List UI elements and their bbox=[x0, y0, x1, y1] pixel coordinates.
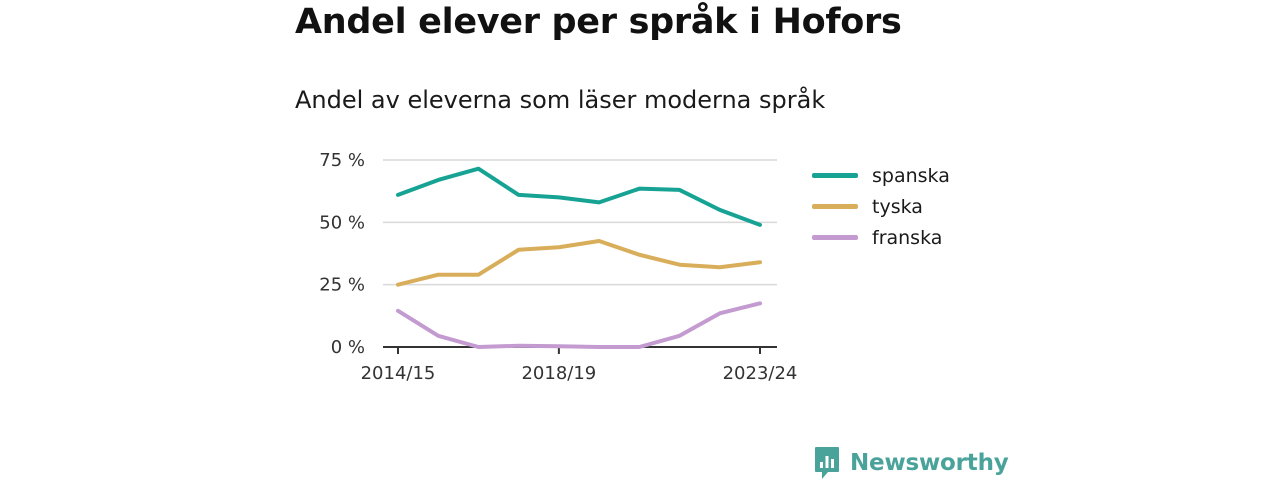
x-axis: 2014/15 2018/19 2023/24 bbox=[361, 346, 798, 384]
legend-label-franska: franska bbox=[872, 226, 943, 249]
bar-chart-speech-bubble-icon bbox=[815, 447, 839, 479]
legend: spanska tyska franska bbox=[812, 160, 950, 253]
brand-logo: Newsworthy bbox=[814, 446, 1009, 480]
y-tick-label: 25 % bbox=[319, 275, 365, 296]
y-tick-label: 50 % bbox=[319, 212, 365, 233]
legend-swatch-franska bbox=[812, 235, 858, 240]
chart-subtitle: Andel av eleverna som läser moderna språ… bbox=[295, 86, 826, 114]
x-tick-label: 2018/19 bbox=[521, 363, 596, 384]
x-tick-label: 2014/15 bbox=[361, 363, 436, 384]
series-line-franska bbox=[396, 301, 762, 349]
legend-swatch-tyska bbox=[812, 204, 858, 209]
series-line-tyska bbox=[396, 239, 762, 287]
legend-label-tyska: tyska bbox=[872, 195, 923, 218]
series-line-spanska bbox=[396, 166, 762, 227]
y-tick-label: 0 % bbox=[331, 337, 365, 358]
brand-name: Newsworthy bbox=[850, 450, 1009, 476]
legend-item-franska: franska bbox=[812, 222, 950, 253]
gridlines bbox=[383, 159, 777, 286]
legend-label-spanska: spanska bbox=[872, 164, 950, 187]
legend-swatch-spanska bbox=[812, 173, 858, 178]
chart-title: Andel elever per språk i Hofors bbox=[295, 2, 902, 42]
legend-item-spanska: spanska bbox=[812, 160, 950, 191]
x-tick-label: 2023/24 bbox=[723, 363, 798, 384]
legend-item-tyska: tyska bbox=[812, 191, 950, 222]
series-lines bbox=[396, 166, 762, 349]
y-tick-label: 75 % bbox=[319, 150, 365, 171]
y-axis-ticks: 0 % 25 % 50 % 75 % bbox=[319, 150, 365, 358]
